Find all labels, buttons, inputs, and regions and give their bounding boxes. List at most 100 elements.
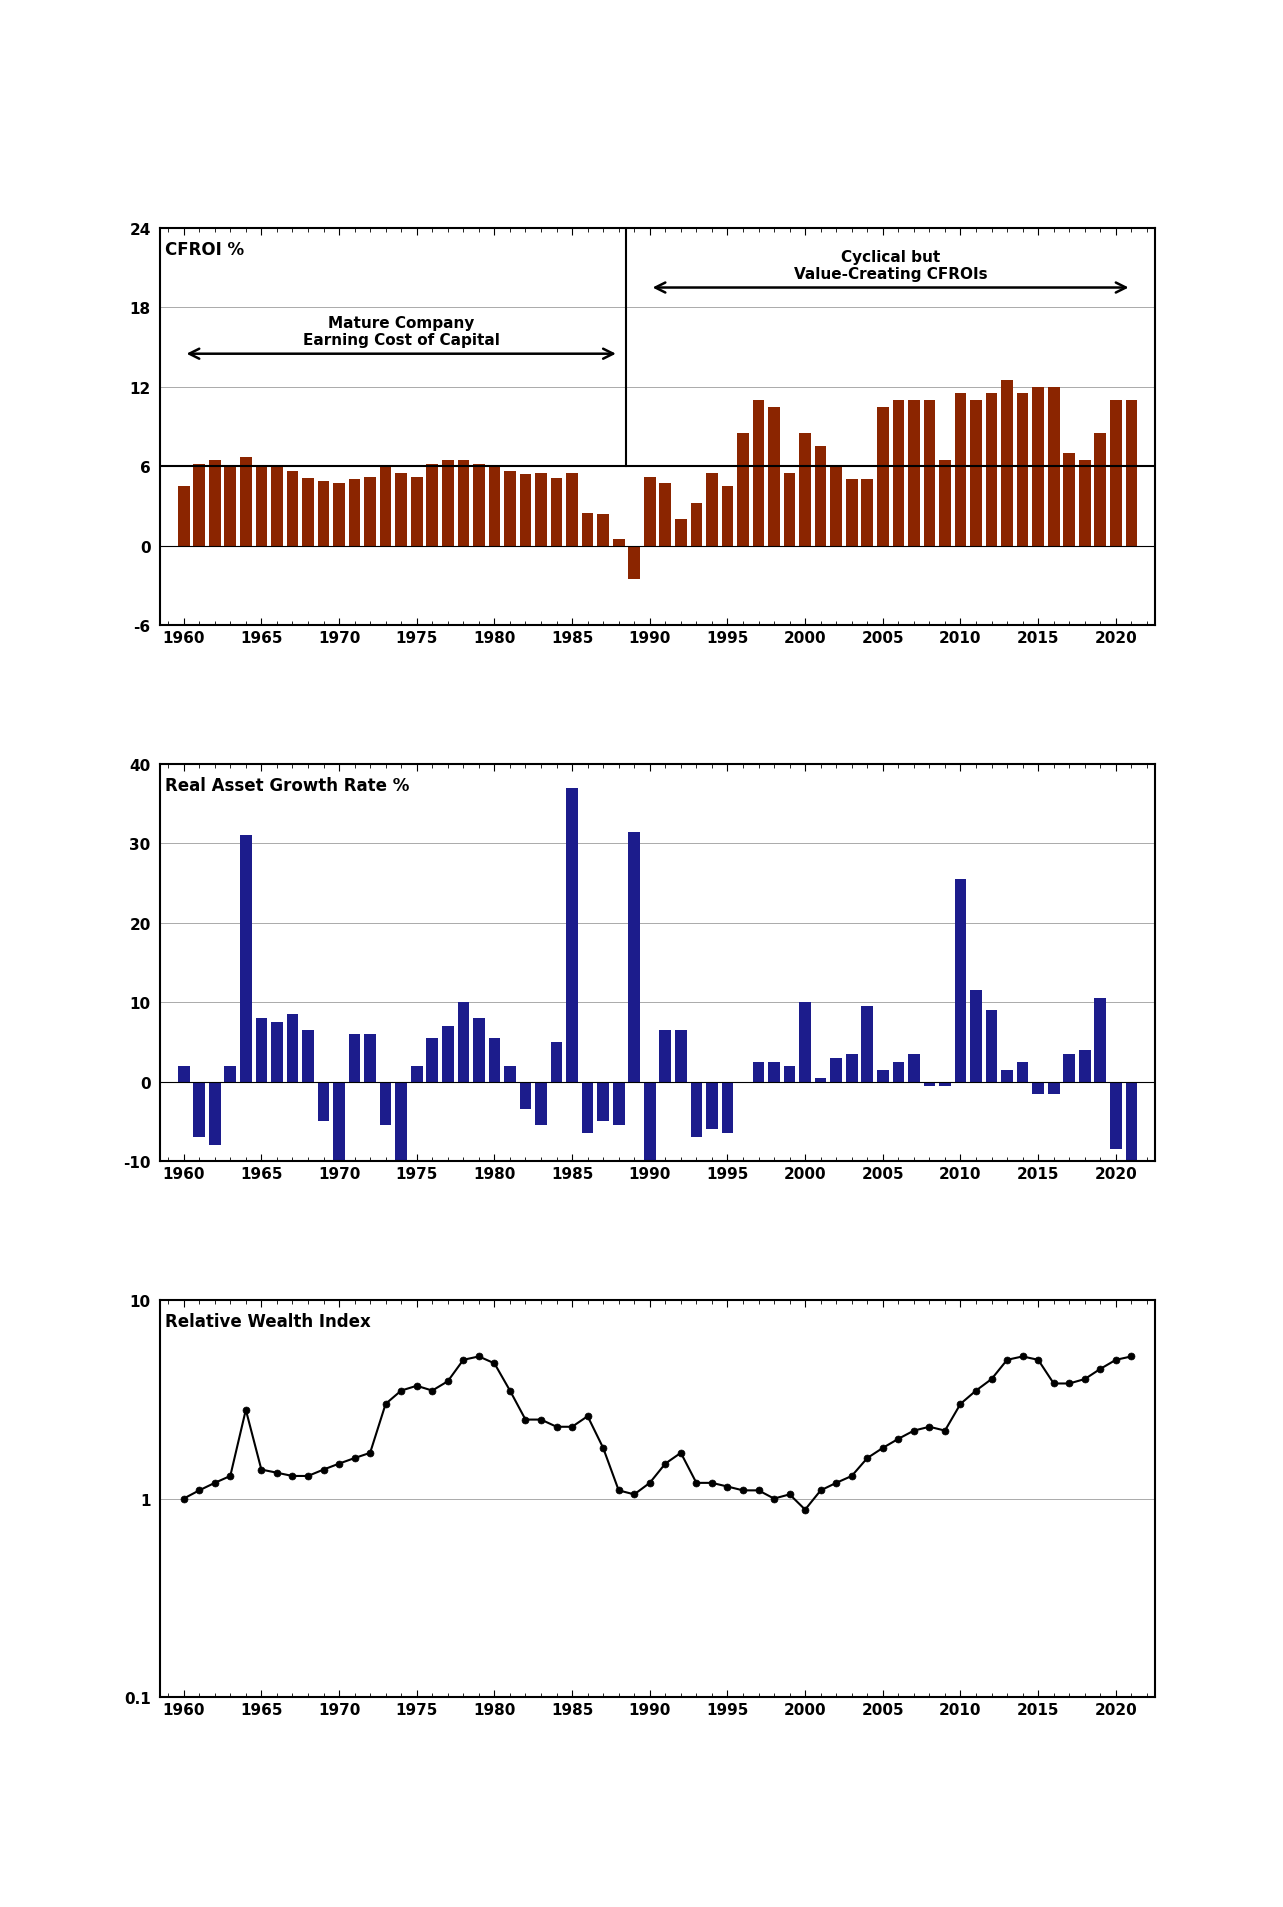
Bar (302, 1030, 314, 1081)
Bar (535, 1081, 547, 1125)
Bar (861, 1007, 874, 1081)
Bar (675, 521, 686, 545)
Text: Mature Company
Earning Cost of Capital: Mature Company Earning Cost of Capital (303, 315, 499, 347)
Bar (581, 1081, 594, 1133)
Bar (1017, 1062, 1029, 1081)
Bar (659, 484, 671, 545)
Bar (255, 465, 267, 545)
Bar (784, 1066, 795, 1081)
Bar (550, 479, 562, 545)
Bar (721, 1081, 734, 1133)
Bar (566, 473, 577, 545)
Bar (908, 1055, 920, 1081)
Bar (1033, 1081, 1044, 1095)
Bar (985, 1011, 997, 1081)
Bar (364, 1034, 376, 1081)
Bar (178, 486, 190, 545)
Bar (194, 1081, 205, 1138)
Text: Real Asset Growth Rate %: Real Asset Growth Rate % (166, 776, 409, 795)
Bar (815, 1077, 826, 1081)
Bar (955, 395, 966, 545)
Bar (411, 1066, 422, 1081)
Bar (395, 473, 407, 545)
Bar (318, 481, 330, 545)
Bar (566, 788, 577, 1081)
Bar (861, 481, 874, 545)
Bar (504, 1066, 516, 1081)
Bar (893, 1062, 905, 1081)
Bar (659, 1030, 671, 1081)
Bar (520, 475, 531, 545)
Bar (255, 1018, 267, 1081)
Bar (893, 400, 905, 545)
Bar (629, 545, 640, 580)
Bar (1001, 1070, 1014, 1081)
Bar (489, 465, 500, 545)
Bar (286, 1015, 298, 1081)
Bar (924, 1081, 935, 1087)
Bar (302, 479, 314, 545)
Bar (985, 395, 997, 545)
Bar (581, 513, 594, 545)
Bar (753, 1062, 765, 1081)
Bar (721, 486, 734, 545)
Bar (845, 1055, 857, 1081)
Bar (364, 477, 376, 545)
Bar (458, 460, 470, 545)
Bar (784, 473, 795, 545)
Bar (629, 831, 640, 1081)
Bar (535, 473, 547, 545)
Bar (1094, 999, 1106, 1081)
Bar (349, 481, 361, 545)
Text: CFROI %: CFROI % (166, 240, 245, 259)
Bar (504, 473, 516, 545)
Bar (690, 503, 702, 545)
Bar (799, 435, 811, 545)
Bar (1048, 387, 1060, 545)
Bar (769, 1062, 780, 1081)
Bar (706, 1081, 717, 1129)
Bar (240, 835, 251, 1081)
Bar (318, 1081, 330, 1121)
Bar (908, 400, 920, 545)
Bar (550, 1043, 562, 1081)
Bar (598, 1081, 609, 1121)
Bar (1094, 435, 1106, 545)
Bar (209, 460, 221, 545)
Bar (458, 1003, 470, 1081)
Bar (675, 1030, 686, 1081)
Bar (1125, 1081, 1137, 1165)
Bar (194, 463, 205, 545)
Bar (426, 463, 438, 545)
Bar (939, 1081, 951, 1087)
Bar (489, 1039, 500, 1081)
Bar (334, 1081, 345, 1165)
Bar (1033, 387, 1044, 545)
Bar (955, 879, 966, 1081)
Bar (753, 400, 765, 545)
Bar (845, 481, 857, 545)
Bar (426, 1039, 438, 1081)
Bar (878, 1070, 889, 1081)
Bar (473, 1018, 485, 1081)
Bar (1064, 454, 1075, 545)
Bar (1064, 1055, 1075, 1081)
Bar (441, 1026, 454, 1081)
Bar (395, 1081, 407, 1165)
Bar (473, 463, 485, 545)
Bar (970, 400, 981, 545)
Bar (380, 465, 391, 545)
Bar (411, 477, 422, 545)
Bar (1048, 1081, 1060, 1095)
Bar (613, 1081, 625, 1125)
Bar (1079, 1051, 1091, 1081)
Bar (738, 435, 749, 545)
Bar (690, 1081, 702, 1138)
Bar (1079, 460, 1091, 545)
Bar (644, 477, 656, 545)
Bar (271, 1022, 282, 1081)
Bar (1110, 400, 1121, 545)
Bar (225, 465, 236, 545)
Bar (225, 1066, 236, 1081)
Bar (178, 1066, 190, 1081)
